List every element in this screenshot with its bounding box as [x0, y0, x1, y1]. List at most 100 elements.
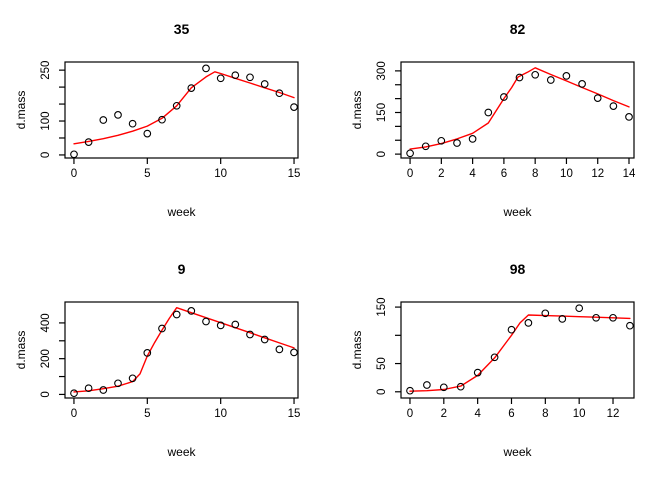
fit-line: [409, 67, 630, 150]
data-point: [473, 368, 482, 377]
data-point: [578, 80, 586, 88]
data-point: [260, 335, 269, 344]
y-axis-title: d.mass: [350, 91, 364, 130]
data-point: [541, 309, 550, 318]
y-tick-label: 150: [376, 297, 388, 316]
x-tick-label: 5: [144, 168, 150, 180]
data-point: [246, 330, 254, 339]
chart-title: 9: [178, 261, 186, 277]
x-tick-label: 8: [542, 408, 548, 420]
data-point: [558, 315, 567, 323]
data-point: [275, 89, 284, 98]
chart: 0 5 10 15 0 100 250 35 week d.mass: [14, 21, 300, 219]
data-point: [439, 383, 448, 392]
data-point: [437, 136, 446, 145]
x-tick-label: 2: [441, 408, 447, 420]
x-tick-label: 8: [532, 168, 538, 180]
chart: 0 2 4 6 8 10 12 14 0 150 300 82 week d.mass: [350, 21, 636, 219]
panel-bottom-left: 0 5 10 15 0 200 400 9 week d.mass: [0, 240, 336, 480]
data-point: [143, 129, 152, 138]
data-point: [626, 321, 634, 330]
data-point: [593, 94, 602, 102]
x-tick-label: 10: [214, 168, 227, 180]
x-tick-label: 0: [407, 408, 413, 420]
x-tick-label: 2: [438, 168, 444, 180]
data-point: [84, 138, 93, 146]
chart: 0 2 4 6 8 10 12 0 50 150 98 week d.mass: [350, 261, 635, 459]
data-point: [406, 386, 414, 395]
x-tick-label: 4: [474, 408, 481, 420]
y-tick-label: 400: [40, 313, 52, 332]
data-point: [592, 313, 600, 322]
data-point: [216, 321, 225, 330]
chart-title: 35: [174, 21, 190, 37]
x-tick-label: 14: [623, 168, 636, 180]
x-tick-label: 0: [71, 168, 77, 180]
x-axis-title: week: [502, 445, 532, 459]
x-axis-title: week: [166, 445, 196, 459]
data-point: [231, 320, 240, 329]
data-point: [99, 386, 108, 394]
x-tick-label: 10: [560, 168, 573, 180]
data-point: [562, 72, 571, 80]
fit-line: [73, 306, 295, 393]
data-point: [468, 135, 477, 143]
x-axis-title: week: [502, 205, 532, 219]
data-point: [490, 353, 499, 362]
data-point: [421, 142, 430, 151]
plot-box: [400, 301, 635, 399]
x-tick-label: 12: [607, 408, 620, 420]
plot-box: [64, 61, 299, 159]
data-point: [290, 103, 298, 111]
chart-title: 98: [510, 261, 526, 277]
data-point: [158, 324, 166, 333]
x-axis-title: week: [166, 205, 196, 219]
x-tick-label: 12: [591, 168, 604, 180]
x-tick-label: 10: [214, 408, 227, 420]
data-point: [406, 149, 414, 158]
data-point: [187, 307, 196, 315]
y-tick-label: 0: [40, 152, 52, 158]
plot-box: [64, 301, 299, 399]
x-tick-label: 5: [144, 408, 150, 420]
data-point: [625, 113, 633, 121]
data-point: [202, 64, 210, 73]
x-tick-label: 6: [508, 408, 514, 420]
plot-box: [400, 61, 635, 159]
data-point: [187, 84, 196, 92]
y-axis-title: d.mass: [14, 91, 28, 130]
x-tick-label: 10: [573, 408, 586, 420]
y-tick-label: 50: [376, 357, 388, 370]
y-tick-label: 300: [376, 61, 388, 80]
y-tick-label: 0: [376, 151, 388, 157]
data-point: [507, 325, 516, 334]
data-point: [423, 381, 431, 389]
x-tick-label: 4: [469, 168, 476, 180]
y-axis-title: d.mass: [14, 331, 28, 370]
data-point: [70, 389, 78, 398]
data-point: [84, 384, 93, 393]
data-point: [290, 348, 298, 357]
chart-title: 82: [510, 21, 526, 37]
y-tick-label: 0: [376, 389, 388, 395]
panel-top-left: 0 5 10 15 0 100 250 35 week d.mass: [0, 0, 336, 240]
data-point: [246, 73, 254, 82]
data-point: [453, 139, 461, 147]
x-tick-label: 15: [288, 408, 301, 420]
data-point: [216, 74, 225, 83]
data-point: [524, 319, 533, 327]
data-point: [484, 108, 493, 117]
data-point: [172, 101, 181, 110]
y-tick-label: 0: [40, 391, 52, 397]
x-tick-label: 6: [501, 168, 507, 180]
data-point: [260, 80, 269, 88]
panel-top-right: 0 2 4 6 8 10 12 14 0 150 300 82 week d.mass: [336, 0, 672, 240]
data-point: [231, 71, 240, 80]
data-point: [609, 313, 617, 322]
y-axis-title: d.mass: [350, 331, 364, 370]
chart: 0 5 10 15 0 200 400 9 week d.mass: [14, 261, 301, 459]
data-point: [114, 111, 122, 119]
data-point: [500, 93, 508, 101]
data-point: [275, 345, 284, 354]
